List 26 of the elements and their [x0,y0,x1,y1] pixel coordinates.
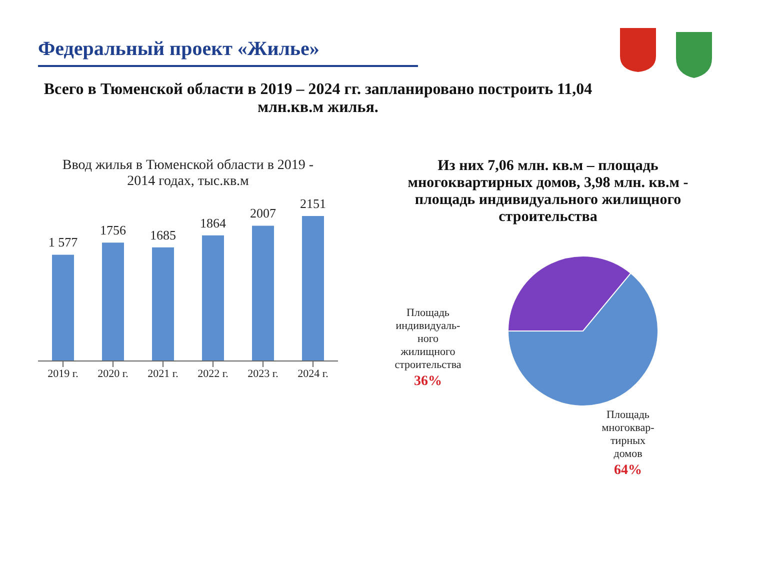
text: Всего в Тюменской области в 2019 – 2024 гг. запланировано построить 11,04 млн.кв.м жилья. [42,81,594,117]
x-tick-label: 2021 г. [148,368,179,380]
data-label: 1 577 [48,234,78,250]
slice-label: Площадь многоквар-тирных домов [602,409,655,460]
x-tick-label: 2022 г. [198,368,229,380]
data-label: 1756 [100,222,126,238]
bar [202,235,224,361]
data-label: 1685 [150,227,176,242]
bar [152,247,174,361]
bar [102,242,124,361]
bar [52,254,74,361]
slice-label: Площадь индивидуаль-ного жилищного строительства [394,307,462,371]
data-label: 1864 [200,215,226,230]
data-label: 2151 [300,196,326,211]
data-label: 36% [414,374,442,389]
x-tick-label: 2020 г. [98,368,129,380]
bar [252,226,274,361]
chart-title: Ввод жилья в Тюменской области в 2019 - 2014 годах, тыс.кв.м [61,158,315,190]
x-tick-label: 2019 г. [48,368,79,380]
x-tick-label: 2023 г. [248,368,279,380]
data-label: 64% [614,463,642,478]
data-label: 2007 [250,206,276,221]
chart-title: Из них 7,06 млн. кв.м – площадь многоквартирных домов, 3,98 млн. кв.м - площадь индивидуального жилищного строительства [406,158,690,226]
bar [302,216,324,361]
text: Федеральный проект «Жилье» [38,38,418,67]
x-tick-label: 2024 г. [298,368,329,380]
